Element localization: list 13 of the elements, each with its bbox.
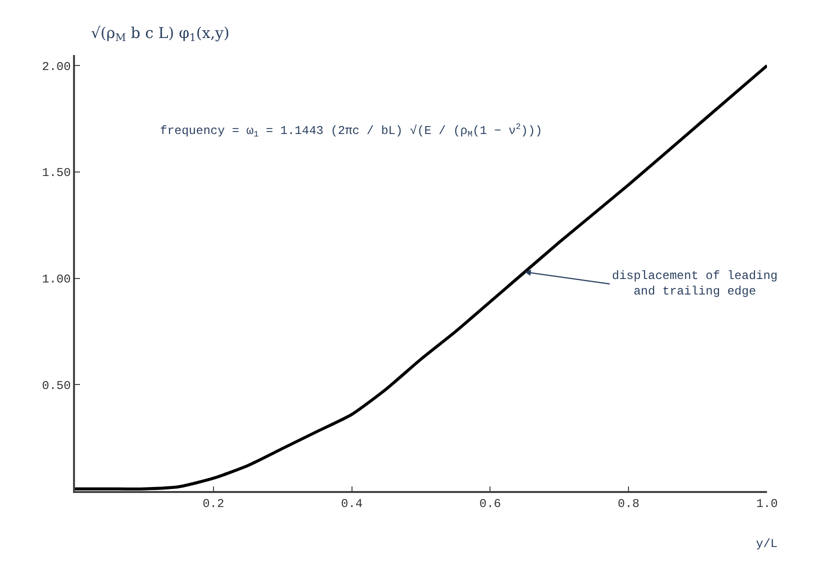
y-axis-title: √(ρ$_{M}$ b c L) φ$_{1}$(x,y) (91, 24, 230, 44)
x-tick-label: 0.8 (618, 497, 640, 512)
y-tick-label: 1.00 (42, 272, 71, 287)
y-tick-label: 2.00 (42, 60, 71, 74)
annotation: displacement of leading and trailing edge (612, 269, 778, 299)
x-tick-label: 1.0 (756, 497, 778, 512)
annotation: frequency = ω$_{1}$ = 1.1443 (2πc / bL) √(E / (ρ$_{M}$(1 − ν$^{2}$))) (160, 122, 542, 140)
x-tick-label: 0.6 (479, 497, 502, 512)
y-tick-label: 0.50 (42, 378, 71, 393)
x-tick-label: 0.4 (340, 497, 363, 512)
y-tick-label: 1.50 (42, 166, 71, 180)
x-axis-title: y/L (756, 537, 778, 551)
x-tick-label: 0.2 (202, 497, 224, 512)
